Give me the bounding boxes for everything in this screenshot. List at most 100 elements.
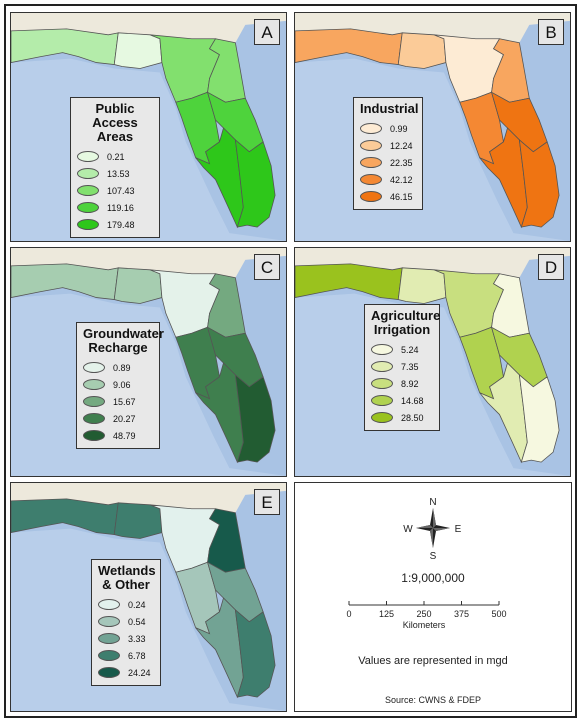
map-info-panel: N S W E 1:9,000,000 0 125 250 375 500 Ki… xyxy=(294,482,572,712)
legend-item: 6.78 xyxy=(98,647,154,664)
neighboring-states xyxy=(11,248,286,278)
scale-tick: 250 xyxy=(416,609,431,619)
legend-item: 119.16 xyxy=(77,199,153,216)
legend-swatch xyxy=(360,140,382,151)
legend-item: 20.27 xyxy=(83,410,153,427)
legend-item: 5.24 xyxy=(371,341,433,358)
legend-swatch xyxy=(77,219,99,230)
map-panel-d: D Agriculture Irrigation 5.24 7.35 8.92 14.68… xyxy=(294,247,571,477)
legend-value: 0.21 xyxy=(107,151,125,162)
region-southeast xyxy=(518,138,560,228)
legend-title: Agriculture Irrigation xyxy=(371,308,441,337)
region-southeast xyxy=(234,608,276,698)
legend: Industrial 0.99 12.24 22.35 42.12 46.15 xyxy=(353,97,423,210)
legend-value: 6.78 xyxy=(128,650,146,661)
legend-swatch xyxy=(371,361,393,372)
legend-item: 3.33 xyxy=(98,630,154,647)
scale-tick: 375 xyxy=(454,609,469,619)
legend-value: 12.24 xyxy=(390,140,413,151)
source-credit: Source: CWNS & FDEP xyxy=(384,695,482,705)
legend-item: 0.21 xyxy=(77,148,153,165)
legend-item: 8.92 xyxy=(371,375,433,392)
region-nw-panhandle xyxy=(11,498,119,535)
legend-item: 24.24 xyxy=(98,664,154,681)
legend-value: 13.53 xyxy=(107,168,130,179)
legend-value: 14.68 xyxy=(401,395,424,406)
legend-value: 9.06 xyxy=(113,379,131,390)
map-panel-a: A Public Access Areas 0.21 13.53 107.43 119.1… xyxy=(10,12,287,242)
legend-item: 0.24 xyxy=(98,596,154,613)
legend-item: 48.79 xyxy=(83,427,153,444)
neighboring-states xyxy=(295,13,570,43)
legend-value: 119.16 xyxy=(107,202,134,213)
region-capital xyxy=(397,32,447,69)
region-nw-panhandle xyxy=(11,263,119,300)
region-nw-panhandle xyxy=(11,28,119,65)
legend-value: 0.89 xyxy=(113,362,131,373)
legend-value: 179.48 xyxy=(107,219,135,230)
neighboring-states xyxy=(295,248,570,278)
map-panel-e: E Wetlands & Other 0.24 0.54 3.33 6.78 24.24 xyxy=(10,482,287,712)
legend-swatch xyxy=(360,123,382,134)
scale-bar: 0 125 250 375 500 Kilometers xyxy=(346,601,507,630)
legend-title: Wetlands & Other xyxy=(98,563,156,592)
scale-unit: Kilometers xyxy=(403,620,446,630)
scale-tick: 0 xyxy=(346,609,351,619)
legend-swatch xyxy=(77,151,99,162)
region-nw-panhandle xyxy=(295,263,403,300)
legend: Public Access Areas 0.21 13.53 107.43 119.16… xyxy=(70,97,160,238)
region-nw-panhandle xyxy=(295,28,403,65)
legend-swatch xyxy=(77,185,99,196)
legend-swatch xyxy=(98,650,120,661)
legend-swatch xyxy=(371,412,393,423)
compass-n: N xyxy=(429,497,436,508)
legend-value: 3.33 xyxy=(128,633,146,644)
legend-swatch xyxy=(371,378,393,389)
legend-value: 46.15 xyxy=(390,191,413,202)
legend-value: 28.50 xyxy=(401,412,424,423)
legend-value: 5.24 xyxy=(401,344,419,355)
panel-letter-label: D xyxy=(538,254,564,280)
legend-value: 15.67 xyxy=(113,396,136,407)
compass-rose-icon: N S W E xyxy=(403,497,462,561)
legend-swatch xyxy=(83,430,105,441)
legend-swatch xyxy=(77,202,99,213)
legend-item: 0.99 xyxy=(360,120,416,137)
legend-swatch xyxy=(83,362,105,373)
legend-swatch xyxy=(98,599,120,610)
legend-title: Public Access Areas xyxy=(92,101,138,144)
legend-value: 107.43 xyxy=(107,185,135,196)
region-southeast xyxy=(234,138,276,228)
legend-item: 15.67 xyxy=(83,393,153,410)
legend-value: 0.54 xyxy=(128,616,146,627)
legend-item: 14.68 xyxy=(371,392,433,409)
legend: Groundwater Recharge 0.89 9.06 15.67 20.27 48… xyxy=(76,322,164,449)
legend-item: 9.06 xyxy=(83,376,153,393)
legend-value: 22.35 xyxy=(390,157,413,168)
legend-swatch xyxy=(98,616,120,627)
legend-value: 24.24 xyxy=(128,667,151,678)
legend-value: 20.27 xyxy=(113,413,136,424)
legend-swatch xyxy=(83,379,105,390)
panel-letter-label: A xyxy=(254,19,280,45)
region-capital xyxy=(113,32,163,69)
legend-swatch xyxy=(360,191,382,202)
legend-item: 7.35 xyxy=(371,358,433,375)
legend-item: 28.50 xyxy=(371,409,433,426)
scale-tick: 500 xyxy=(491,609,506,619)
legend-item: 107.43 xyxy=(77,182,153,199)
legend-value: 48.79 xyxy=(113,430,136,441)
legend-swatch xyxy=(77,168,99,179)
compass-s: S xyxy=(430,551,437,561)
legend-item: 12.24 xyxy=(360,137,416,154)
legend-value: 42.12 xyxy=(390,174,413,185)
legend-item: 0.54 xyxy=(98,613,154,630)
legend-swatch xyxy=(83,396,105,407)
legend-item: 42.12 xyxy=(360,171,416,188)
legend-swatch xyxy=(360,157,382,168)
compass-w: W xyxy=(403,524,413,535)
compass-e: E xyxy=(455,524,462,535)
legend-swatch xyxy=(98,667,120,678)
legend-value: 0.99 xyxy=(390,123,408,134)
scale-ratio: 1:9,000,000 xyxy=(401,571,465,585)
